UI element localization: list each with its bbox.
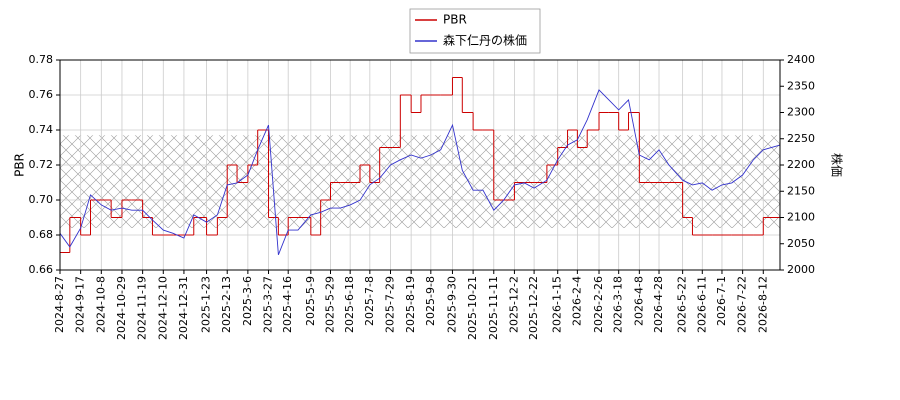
y-tick-label: 0.76	[29, 88, 54, 101]
legend-label: 森下仁丹の株価	[443, 33, 527, 48]
x-tick-label: 2026-5-22	[676, 276, 689, 333]
x-tick-label: 2024-9-17	[74, 276, 87, 333]
x-tick-label: 2025-8-19	[404, 276, 417, 333]
x-tick-label: 2025-1-23	[200, 276, 213, 333]
y2-tick-label: 2200	[787, 158, 815, 171]
y-tick-label: 0.70	[29, 193, 54, 206]
y-tick-label: 0.66	[29, 263, 54, 276]
y2-tick-label: 2400	[787, 53, 815, 66]
x-tick-label: 2025-3-27	[262, 276, 275, 333]
y2-tick-label: 2300	[787, 106, 815, 119]
y2-axis-label: 株価	[830, 153, 845, 177]
y-tick-label: 0.74	[29, 123, 54, 136]
y2-tick-label: 2250	[787, 132, 815, 145]
x-tick-label: 2025-12-22	[527, 276, 540, 340]
x-tick-label: 2025-7-29	[383, 276, 396, 333]
x-tick-label: 2026-2-4	[570, 276, 583, 326]
x-tick-label: 2025-3-6	[241, 276, 254, 326]
x-tick-label: 2024-12-10	[156, 276, 169, 340]
x-tick-label: 2024-10-29	[115, 276, 128, 340]
x-tick-label: 2025-12-2	[507, 276, 520, 333]
x-tick-label: 2025-4-16	[281, 276, 294, 333]
y2-tick-label: 2150	[787, 184, 815, 197]
x-tick-label: 2025-5-29	[323, 276, 336, 333]
x-tick-label: 2024-12-31	[177, 276, 190, 340]
x-tick-label: 2026-4-8	[632, 276, 645, 326]
x-tick-label: 2025-5-9	[304, 276, 317, 326]
x-tick-label: 2026-7-22	[736, 276, 749, 333]
y-tick-label: 0.72	[29, 158, 54, 171]
x-tick-label: 2025-9-8	[424, 276, 437, 326]
y2-tick-label: 2050	[787, 237, 815, 250]
x-tick-label: 2024-8-27	[53, 276, 66, 333]
x-tick-label: 2024-10-8	[94, 276, 107, 333]
legend-box	[409, 8, 541, 54]
y2-tick-label: 2100	[787, 211, 815, 224]
x-tick-label: 2026-7-1	[715, 276, 728, 326]
y-tick-label: 0.68	[29, 228, 54, 241]
y-axis-label: PBR	[13, 153, 27, 177]
x-tick-label: 2024-11-19	[136, 276, 149, 340]
x-tick-label: 2026-1-15	[551, 276, 564, 333]
x-tick-label: 2025-7-8	[363, 276, 376, 326]
x-tick-label: 2026-3-18	[612, 276, 625, 333]
y-tick-label: 0.78	[29, 53, 54, 66]
plot-frame	[59, 59, 781, 271]
legend: PBR 森下仁丹の株価	[409, 8, 541, 54]
x-tick-label: 2025-11-11	[487, 276, 500, 340]
shaded-range	[60, 135, 780, 228]
x-tick-label: 2025-10-21	[466, 276, 479, 340]
x-tick-label: 2026-4-28	[652, 276, 665, 333]
x-tick-label: 2026-8-12	[756, 276, 769, 333]
x-tick-label: 2025-2-13	[220, 276, 233, 333]
price-line	[59, 89, 781, 255]
x-tick-label: 2025-9-30	[445, 276, 458, 333]
step-line	[60, 77, 780, 253]
legend-label: PBR	[443, 13, 467, 27]
x-tick-label: 2026-6-11	[695, 276, 708, 333]
y2-tick-label: 2350	[787, 79, 815, 92]
y2-tick-label: 2000	[787, 263, 815, 276]
x-tick-label: 2025-6-18	[343, 276, 356, 333]
x-tick-label: 2026-2-26	[592, 276, 605, 333]
